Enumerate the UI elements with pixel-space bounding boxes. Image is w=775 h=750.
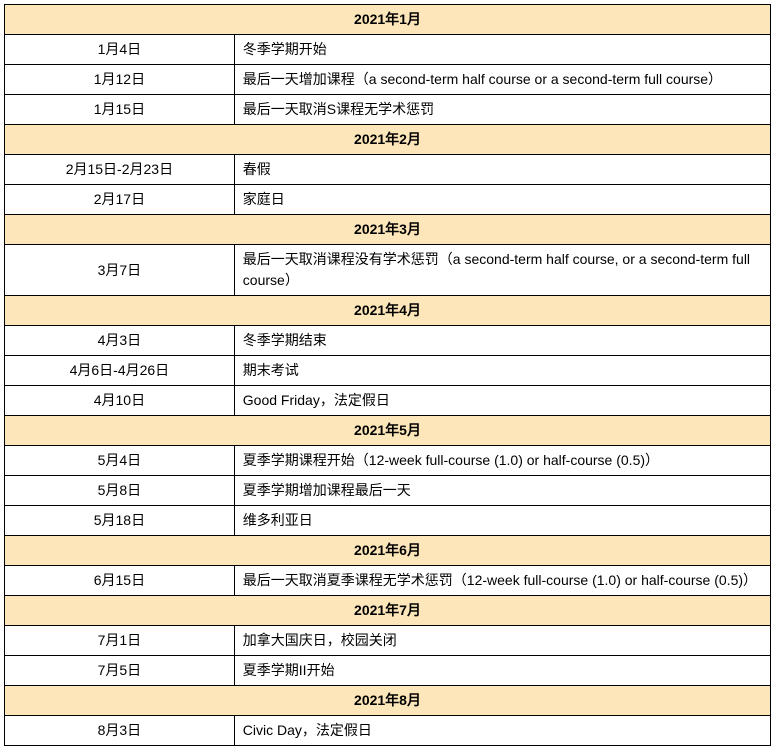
description-cell: 夏季学期课程开始（12-week full-course (1.0) or ha… [234,446,770,476]
description-cell: 最后一天增加课程（a second-term half course or a … [234,65,770,95]
month-header-row: 2021年4月 [5,296,771,326]
table-row: 4月10日Good Friday，法定假日 [5,386,771,416]
month-header-cell: 2021年4月 [5,296,771,326]
description-cell: 维多利亚日 [234,506,770,536]
month-header-cell: 2021年2月 [5,125,771,155]
table-row: 5月4日夏季学期课程开始（12-week full-course (1.0) o… [5,446,771,476]
description-cell: 夏季学期II开始 [234,656,770,686]
table-row: 3月7日最后一天取消课程没有学术惩罚（a second-term half co… [5,245,771,296]
description-cell: 最后一天取消课程没有学术惩罚（a second-term half course… [234,245,770,296]
table-row: 1月12日最后一天增加课程（a second-term half course … [5,65,771,95]
date-cell: 2月17日 [5,185,235,215]
table-row: 2月15日-2月23日春假 [5,155,771,185]
month-header-cell: 2021年3月 [5,215,771,245]
description-cell: 期末考试 [234,356,770,386]
description-cell: 家庭日 [234,185,770,215]
table-row: 6月15日最后一天取消夏季课程无学术惩罚（12-week full-course… [5,566,771,596]
date-cell: 2月15日-2月23日 [5,155,235,185]
date-cell: 3月7日 [5,245,235,296]
date-cell: 5月8日 [5,476,235,506]
date-cell: 5月4日 [5,446,235,476]
date-cell: 8月3日 [5,716,235,746]
table-row: 7月5日夏季学期II开始 [5,656,771,686]
month-header-row: 2021年8月 [5,686,771,716]
month-header-row: 2021年3月 [5,215,771,245]
table-row: 8月3日Civic Day，法定假日 [5,716,771,746]
month-header-cell: 2021年6月 [5,536,771,566]
date-cell: 1月15日 [5,95,235,125]
description-cell: Civic Day，法定假日 [234,716,770,746]
date-cell: 7月5日 [5,656,235,686]
table-row: 5月18日维多利亚日 [5,506,771,536]
month-header-row: 2021年2月 [5,125,771,155]
date-cell: 7月1日 [5,626,235,656]
date-cell: 5月18日 [5,506,235,536]
description-cell: 夏季学期增加课程最后一天 [234,476,770,506]
description-cell: 春假 [234,155,770,185]
description-cell: 冬季学期开始 [234,35,770,65]
month-header-cell: 2021年8月 [5,686,771,716]
table-row: 1月15日最后一天取消S课程无学术惩罚 [5,95,771,125]
table-row: 5月8日夏季学期增加课程最后一天 [5,476,771,506]
date-cell: 4月6日-4月26日 [5,356,235,386]
table-row: 4月3日冬季学期结束 [5,326,771,356]
month-header-cell: 2021年5月 [5,416,771,446]
date-cell: 1月12日 [5,65,235,95]
table-row: 7月1日加拿大国庆日，校园关闭 [5,626,771,656]
table-row: 1月4日冬季学期开始 [5,35,771,65]
description-cell: 最后一天取消S课程无学术惩罚 [234,95,770,125]
month-header-row: 2021年1月 [5,5,771,35]
description-cell: 最后一天取消夏季课程无学术惩罚（12-week full-course (1.0… [234,566,770,596]
month-header-row: 2021年5月 [5,416,771,446]
description-cell: 加拿大国庆日，校园关闭 [234,626,770,656]
table-row: 4月6日-4月26日期末考试 [5,356,771,386]
academic-calendar-table: 2021年1月1月4日冬季学期开始1月12日最后一天增加课程（a second-… [4,4,771,746]
description-cell: Good Friday，法定假日 [234,386,770,416]
table-row: 2月17日家庭日 [5,185,771,215]
date-cell: 4月3日 [5,326,235,356]
date-cell: 1月4日 [5,35,235,65]
date-cell: 4月10日 [5,386,235,416]
month-header-row: 2021年7月 [5,596,771,626]
month-header-row: 2021年6月 [5,536,771,566]
table-body: 2021年1月1月4日冬季学期开始1月12日最后一天增加课程（a second-… [5,5,771,746]
month-header-cell: 2021年1月 [5,5,771,35]
description-cell: 冬季学期结束 [234,326,770,356]
month-header-cell: 2021年7月 [5,596,771,626]
date-cell: 6月15日 [5,566,235,596]
